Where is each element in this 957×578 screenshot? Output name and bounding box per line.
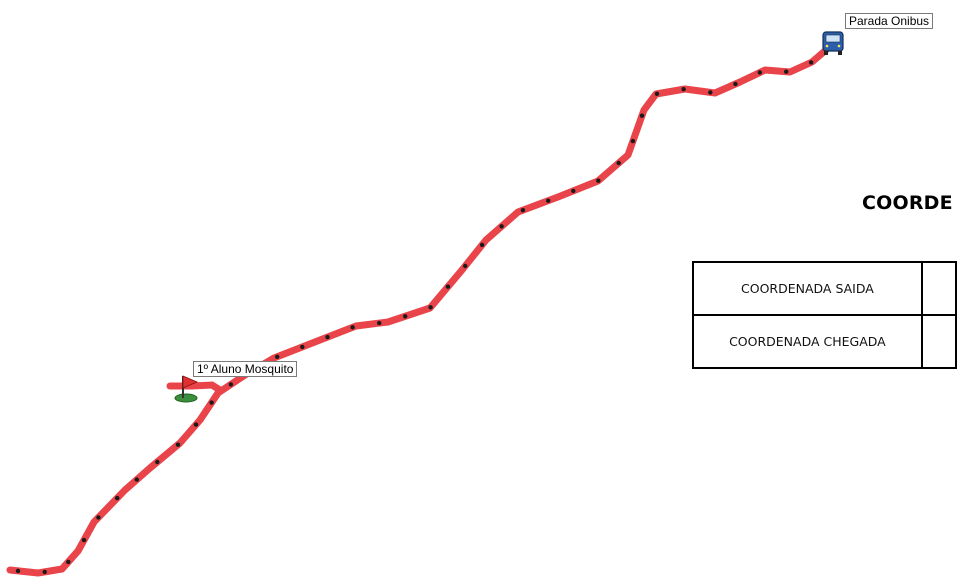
bus-icon[interactable] (822, 31, 844, 55)
route-waypoint (209, 400, 214, 405)
route-waypoint (66, 559, 71, 565)
route-waypoint (428, 305, 433, 310)
route-waypoint (193, 422, 199, 427)
route-waypoint (520, 208, 526, 213)
route-waypoint (175, 442, 181, 447)
route-waypoint (708, 90, 713, 95)
route-waypoint (325, 334, 330, 340)
coordinates-title: COORDE (862, 192, 953, 214)
route-waypoint (155, 459, 160, 465)
coordinate-arrival-value (920, 314, 957, 369)
route-waypoint (808, 60, 814, 65)
coordinate-arrival-label: COORDENADA CHEGADA (692, 314, 923, 369)
table-row: COORDENADA SAIDA (692, 261, 957, 316)
route-waypoint (733, 81, 738, 87)
flag-icon[interactable] (174, 375, 199, 403)
route-spur (166, 381, 224, 394)
route-waypoint (499, 224, 504, 229)
table-row: COORDENADA CHEGADA (692, 314, 957, 369)
route-waypoint (15, 568, 21, 574)
origin-label: 1º Aluno Mosquito (193, 361, 298, 377)
coordinate-departure-label: COORDENADA SAIDA (692, 261, 923, 316)
route-waypoint (403, 314, 408, 319)
route-waypoint (81, 537, 87, 543)
destination-label: Parada Onibus (845, 13, 934, 29)
route-waypoint (134, 477, 139, 482)
route-waypoint (630, 138, 636, 144)
route-waypoint (463, 263, 468, 269)
route-waypoint (596, 178, 601, 183)
coordinates-table: COORDENADA SAIDA COORDENADA CHEGADA (692, 261, 957, 369)
route-waypoint (639, 113, 645, 118)
route-waypoint (377, 320, 382, 326)
route-waypoint (784, 69, 789, 74)
route-waypoint (300, 344, 305, 350)
route-waypoint (275, 354, 280, 359)
route-waypoint (42, 569, 47, 575)
route-waypoint (654, 91, 660, 97)
route-waypoint (115, 495, 120, 501)
route-waypoint (546, 198, 551, 203)
route-waypoint (616, 160, 621, 166)
route-waypoint (96, 515, 101, 520)
route-waypoint (228, 382, 234, 387)
route-waypoint (681, 87, 686, 92)
route-waypoint (757, 70, 762, 75)
route-waypoint (571, 188, 576, 194)
coordinate-departure-value (920, 261, 957, 316)
route-waypoint (479, 242, 485, 248)
route-waypoint (350, 325, 355, 330)
route-waypoint (445, 284, 451, 289)
